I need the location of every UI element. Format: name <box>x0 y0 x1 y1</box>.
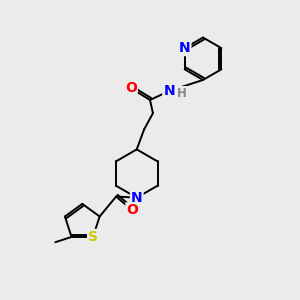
Text: N: N <box>179 41 190 55</box>
Text: N: N <box>131 191 142 205</box>
Text: N: N <box>163 84 175 98</box>
Text: H: H <box>177 87 186 100</box>
Text: O: O <box>126 203 138 218</box>
Text: O: O <box>125 81 137 95</box>
Text: S: S <box>88 230 98 244</box>
